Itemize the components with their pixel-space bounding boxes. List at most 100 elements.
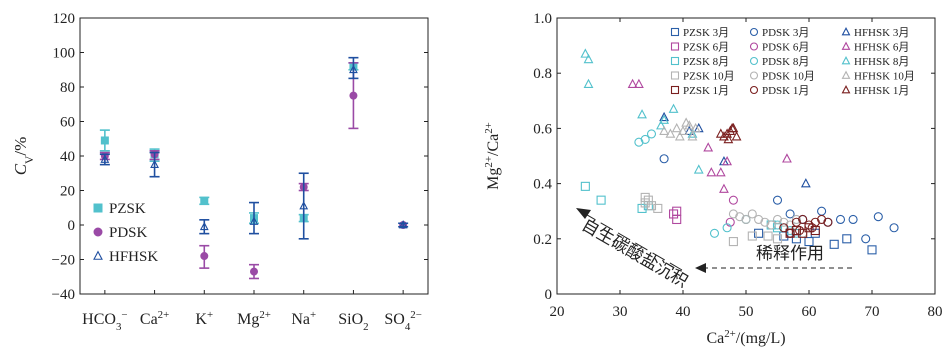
cv-point-hfhsk [100,154,110,163]
legend-marker [749,85,759,95]
legend-marker-hfhsk [93,250,103,260]
data-point [706,167,717,177]
data-point [800,178,811,188]
data-point [763,231,773,241]
legend-marker [749,42,759,51]
right-y-tick-label: 0 [545,287,553,303]
data-point [640,192,650,202]
data-point [719,131,729,141]
data-point [684,120,695,130]
data-point [580,181,590,191]
cv-point-pdsk [200,252,209,261]
right-y-axis-label: Mg2+/Ca2+ [483,122,502,190]
right-y-tick-label: 0.8 [533,66,552,82]
data-point [829,239,839,249]
data-point [804,237,814,247]
data-point [671,122,682,133]
legend-marker-pdsk [93,227,103,237]
data-point [754,228,764,238]
data-point [772,195,783,205]
cv-point-pdsk [349,91,358,100]
legend-marker [841,27,851,36]
precipitation-arrowhead [576,208,591,219]
legend-label: PZSK 6月 [683,42,729,54]
legend-label: HFHSK 8月 [854,56,909,68]
legend-marker-pzsk [93,203,103,213]
right-y-tick-label: 0.4 [533,177,552,193]
data-point [835,214,846,225]
data-point [772,220,783,230]
data-point [747,209,757,219]
data-point [596,195,606,205]
legend-marker [670,71,680,80]
data-point [791,217,801,227]
data-point [817,214,827,225]
legend-label: PZSK 1月 [683,85,729,97]
data-point [728,237,738,247]
right-x-axis-label: Ca2+/(mg/L) [706,328,785,347]
data-point [690,122,701,133]
data-point [653,203,663,213]
data-point [791,214,801,225]
data-point [678,125,688,135]
left-chart: −40 −20 0 20 40 60 80 100 120 HCO3− Ca2+ K+ Mg2+ Na+ S… [11,11,429,333]
legend-marker [841,70,851,79]
cv-point-pzsk [100,136,109,145]
data-point [817,206,827,216]
legend-label-pzsk: PZSK [109,201,146,217]
legend-label: PDSK 10月 [762,71,815,83]
data-point [693,164,704,174]
right-x-tick-label: 30 [613,304,628,320]
data-point [810,217,820,227]
data-point [715,128,726,138]
data-point [719,183,729,193]
data-point [580,48,591,58]
cv-point-hfhsk [249,216,259,225]
legend-label: HFHSK 1月 [854,85,909,97]
legend-marker [670,85,680,95]
data-point [779,223,789,233]
data-point [643,195,653,205]
data-point [873,212,883,222]
right-y-tick-label: 1.0 [533,11,552,27]
data-point [782,153,792,163]
data-point [861,234,871,244]
data-point [798,228,808,238]
data-point [709,228,720,238]
data-point [646,201,657,211]
data-point [867,245,877,255]
data-point [665,128,676,138]
left-x-tick-label: Ca2+ [140,309,169,328]
left-y-tick-label: 20 [60,184,75,200]
data-point [772,234,783,244]
annotation-dilution: 稀释作用 [756,244,824,263]
right-x-tick-label: 50 [739,304,754,320]
cv-point-hfhsk [150,159,159,169]
data-point [747,231,757,241]
left-x-tick-label: SO42− [384,309,421,333]
data-point [640,198,650,208]
left-y-tick-label: 80 [60,80,75,96]
data-point [725,217,735,227]
data-point [646,129,657,139]
data-point [634,137,644,147]
data-point [731,131,742,141]
legend-marker [841,41,851,50]
legend-marker [749,56,759,66]
data-point [741,214,751,225]
left-y-tick-label: 60 [60,115,75,131]
legend-label: PZSK 3月 [683,27,729,39]
legend-marker [841,85,851,94]
dilution-arrowhead [695,263,706,273]
data-point [627,78,638,89]
data-point [659,114,670,124]
data-point [672,206,682,216]
data-point [804,220,814,230]
left-x-tick-label: Mg2+ [237,309,271,328]
data-point [659,111,670,122]
left-y-tick-label: −20 [52,253,75,269]
data-point [760,217,770,227]
legend-label: HFHSK 10月 [854,71,915,83]
right-x-tick-label: 40 [676,304,691,320]
right-y-tick-label: 0.2 [533,232,552,248]
